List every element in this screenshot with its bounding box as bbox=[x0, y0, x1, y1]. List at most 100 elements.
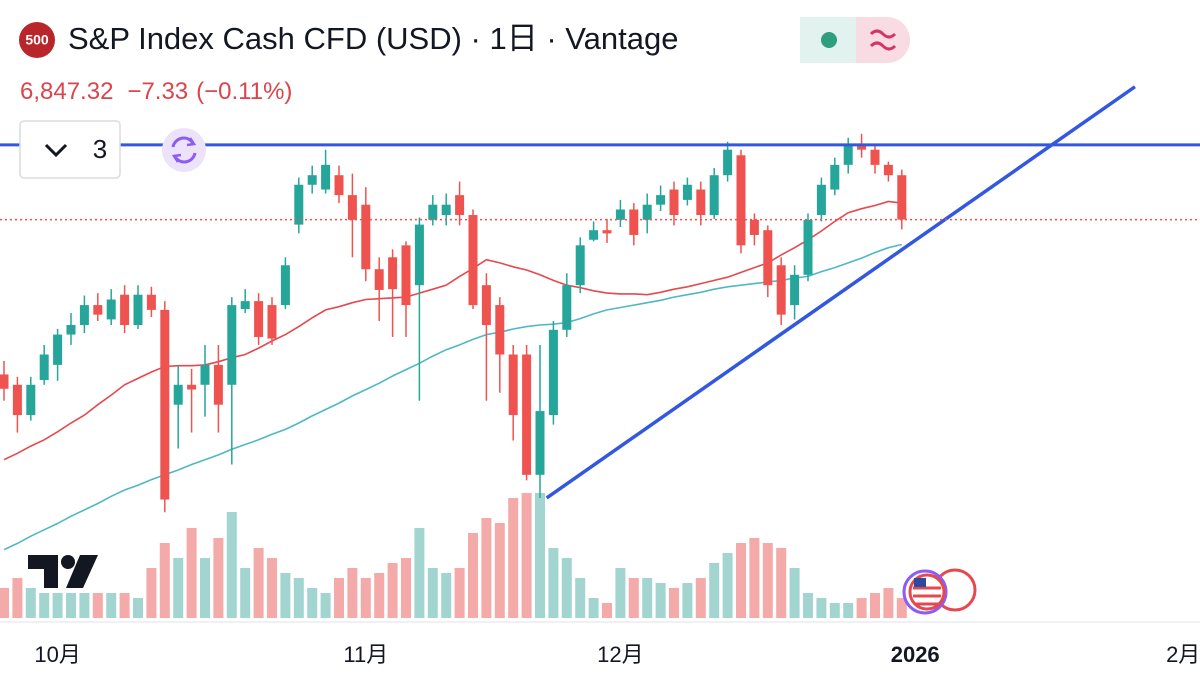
candle-body bbox=[883, 164, 893, 176]
candle-body bbox=[749, 219, 759, 235]
candle-body bbox=[133, 294, 143, 326]
candle-body bbox=[763, 230, 773, 286]
volume-bar bbox=[146, 568, 157, 618]
candle-body bbox=[307, 175, 317, 185]
candle-body bbox=[656, 195, 666, 205]
candle-body bbox=[321, 164, 331, 190]
volume-bar bbox=[253, 548, 264, 618]
candle-body bbox=[455, 195, 465, 216]
volume-bar bbox=[106, 593, 117, 618]
volume-bar bbox=[749, 538, 760, 618]
candle-body bbox=[334, 175, 344, 196]
candle-body bbox=[146, 294, 156, 310]
candle-body bbox=[736, 155, 746, 246]
candle-body bbox=[347, 195, 357, 220]
chart-title: S&P Index Cash CFD (USD) · 1日 · Vantage bbox=[68, 21, 678, 56]
candle-body bbox=[495, 305, 505, 355]
volume-bar bbox=[12, 578, 23, 618]
volume-bar bbox=[588, 598, 599, 618]
volume-bar bbox=[615, 568, 626, 618]
sync-button[interactable] bbox=[162, 128, 206, 172]
header: 500 S&P Index Cash CFD (USD) · 1日 · Vant… bbox=[19, 17, 977, 615]
volume-bar bbox=[856, 598, 867, 618]
volume-bar bbox=[374, 573, 385, 618]
volume-bar bbox=[186, 528, 197, 618]
candle-body bbox=[254, 301, 264, 337]
candle-body bbox=[682, 184, 692, 200]
candle-body bbox=[106, 299, 116, 320]
volume-bar bbox=[213, 538, 224, 618]
candle-body bbox=[508, 354, 518, 416]
candle-body bbox=[187, 384, 197, 390]
plot-area: 10月 11月 12月 2026 2月 bbox=[0, 85, 1200, 690]
candle-body bbox=[428, 204, 438, 220]
indicator-toggle[interactable] bbox=[19, 120, 121, 179]
candle-body bbox=[642, 204, 652, 220]
candle-body bbox=[441, 204, 451, 216]
volume-bar bbox=[39, 593, 50, 618]
candle-body bbox=[481, 285, 491, 326]
volume-bar bbox=[25, 588, 36, 618]
candle-body bbox=[200, 364, 210, 385]
logo-dot bbox=[61, 555, 75, 569]
volume-bar bbox=[280, 573, 291, 618]
volume-bar bbox=[427, 568, 438, 618]
volume-bar bbox=[159, 543, 170, 618]
candle-body bbox=[0, 374, 9, 389]
volume-bar bbox=[414, 528, 425, 618]
moving-average-line bbox=[3, 200, 902, 461]
x-axis-area bbox=[0, 622, 1200, 690]
volume-bar bbox=[441, 573, 452, 618]
candle-body bbox=[240, 301, 250, 310]
volume-bar bbox=[896, 598, 907, 618]
volume-bar bbox=[682, 583, 693, 618]
candle-body bbox=[589, 230, 599, 240]
candle-body bbox=[26, 384, 36, 416]
candle-body bbox=[857, 144, 867, 150]
candle-body bbox=[468, 215, 478, 306]
volume-bar bbox=[575, 578, 586, 618]
last-price: 6,847.32 bbox=[20, 78, 113, 105]
volume-bar bbox=[736, 543, 746, 618]
volume-bar bbox=[307, 588, 318, 618]
volume-bar bbox=[173, 558, 184, 618]
volume-bar bbox=[803, 593, 813, 618]
volume-bar bbox=[267, 558, 277, 618]
event-icons[interactable] bbox=[902, 568, 977, 615]
logo-t bbox=[28, 555, 58, 588]
x-tick-label: 12月 bbox=[597, 642, 643, 667]
volume-bar bbox=[133, 598, 143, 618]
candle-body bbox=[843, 144, 853, 165]
volume-bar bbox=[454, 568, 465, 618]
candle-body bbox=[548, 329, 558, 416]
logo-v bbox=[66, 555, 98, 588]
volume-bar bbox=[508, 498, 519, 618]
volume-bar bbox=[360, 578, 371, 618]
volume-bar bbox=[79, 593, 90, 618]
candle-body bbox=[361, 204, 371, 270]
candle-body bbox=[776, 265, 786, 315]
volume-bar bbox=[789, 568, 800, 618]
moving-average-line bbox=[3, 243, 902, 551]
status-pill-right bbox=[856, 17, 910, 63]
volume-bar bbox=[401, 558, 411, 618]
candle-body bbox=[803, 219, 813, 275]
candle-body bbox=[575, 245, 585, 286]
candle-body bbox=[39, 354, 49, 380]
sync-arrows bbox=[171, 137, 197, 163]
volume-bar bbox=[481, 518, 492, 618]
candle-body bbox=[267, 305, 277, 339]
x-tick-label: 2月 bbox=[1166, 642, 1200, 667]
volume-bar bbox=[669, 588, 679, 618]
data-delay-icon[interactable] bbox=[869, 29, 897, 51]
candle-body bbox=[160, 309, 170, 500]
volume-bar bbox=[240, 568, 251, 618]
candle-body bbox=[79, 305, 89, 326]
candle-body bbox=[870, 149, 880, 165]
candle-body bbox=[723, 149, 733, 176]
candle-body bbox=[227, 305, 237, 385]
symbol-badge-bg bbox=[19, 22, 55, 58]
volume-bar bbox=[816, 598, 827, 618]
